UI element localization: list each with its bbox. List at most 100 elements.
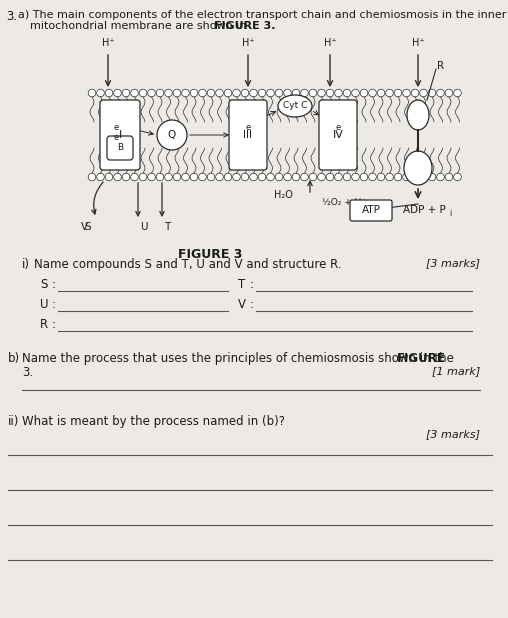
Circle shape bbox=[352, 89, 359, 97]
Text: V: V bbox=[238, 298, 246, 311]
Circle shape bbox=[267, 89, 274, 97]
Circle shape bbox=[360, 173, 368, 181]
Circle shape bbox=[411, 173, 419, 181]
Circle shape bbox=[122, 89, 130, 97]
Text: e: e bbox=[245, 122, 250, 132]
Circle shape bbox=[318, 173, 325, 181]
Circle shape bbox=[275, 173, 283, 181]
FancyBboxPatch shape bbox=[229, 100, 267, 170]
Circle shape bbox=[190, 89, 198, 97]
Text: FIGURE: FIGURE bbox=[397, 352, 446, 365]
Circle shape bbox=[131, 89, 138, 97]
Circle shape bbox=[403, 89, 410, 97]
Circle shape bbox=[207, 173, 215, 181]
Circle shape bbox=[233, 89, 240, 97]
Circle shape bbox=[292, 89, 300, 97]
Circle shape bbox=[343, 173, 351, 181]
Text: :: : bbox=[250, 298, 254, 311]
Text: R: R bbox=[437, 61, 444, 71]
Text: [3 marks]: [3 marks] bbox=[426, 429, 480, 439]
Circle shape bbox=[420, 89, 427, 97]
Text: i: i bbox=[449, 208, 451, 218]
Circle shape bbox=[292, 173, 300, 181]
Circle shape bbox=[224, 173, 232, 181]
Ellipse shape bbox=[404, 151, 432, 185]
Circle shape bbox=[301, 173, 308, 181]
Text: I: I bbox=[118, 130, 121, 140]
Circle shape bbox=[403, 173, 410, 181]
Text: :: : bbox=[52, 318, 56, 331]
Circle shape bbox=[148, 89, 155, 97]
Text: U: U bbox=[140, 222, 147, 232]
Circle shape bbox=[233, 173, 240, 181]
Circle shape bbox=[318, 89, 325, 97]
Text: What is meant by the process named in (b)?: What is meant by the process named in (b… bbox=[22, 415, 285, 428]
Text: H⁺: H⁺ bbox=[242, 38, 255, 48]
Circle shape bbox=[157, 120, 187, 150]
Text: e: e bbox=[113, 122, 119, 132]
Text: T: T bbox=[238, 278, 245, 291]
Text: Name compounds S and T, U and V and structure R.: Name compounds S and T, U and V and stru… bbox=[34, 258, 341, 271]
Circle shape bbox=[114, 173, 121, 181]
Text: H⁺: H⁺ bbox=[102, 38, 114, 48]
Circle shape bbox=[283, 173, 291, 181]
Circle shape bbox=[369, 89, 376, 97]
Text: 3.: 3. bbox=[6, 10, 17, 23]
Circle shape bbox=[122, 173, 130, 181]
Circle shape bbox=[377, 173, 385, 181]
Circle shape bbox=[156, 173, 164, 181]
Circle shape bbox=[250, 173, 257, 181]
Circle shape bbox=[411, 89, 419, 97]
Text: Name the process that uses the principles of chemiosmosis shown in the: Name the process that uses the principle… bbox=[22, 352, 454, 365]
Text: e: e bbox=[113, 132, 119, 142]
Circle shape bbox=[283, 89, 291, 97]
Circle shape bbox=[326, 89, 334, 97]
Circle shape bbox=[454, 89, 461, 97]
FancyBboxPatch shape bbox=[100, 100, 140, 170]
Circle shape bbox=[182, 89, 189, 97]
Circle shape bbox=[377, 89, 385, 97]
Text: FIGURE 3.: FIGURE 3. bbox=[214, 21, 275, 31]
Text: i): i) bbox=[22, 258, 30, 271]
Text: B: B bbox=[117, 143, 123, 153]
Circle shape bbox=[335, 89, 342, 97]
Circle shape bbox=[301, 89, 308, 97]
Text: :: : bbox=[52, 298, 56, 311]
Circle shape bbox=[437, 89, 444, 97]
Circle shape bbox=[224, 89, 232, 97]
Text: H₂O: H₂O bbox=[274, 190, 293, 200]
Circle shape bbox=[216, 89, 224, 97]
Circle shape bbox=[207, 89, 215, 97]
Text: ATP: ATP bbox=[362, 205, 380, 215]
Circle shape bbox=[182, 173, 189, 181]
Circle shape bbox=[173, 173, 181, 181]
Circle shape bbox=[343, 89, 351, 97]
Circle shape bbox=[445, 89, 453, 97]
Circle shape bbox=[114, 89, 121, 97]
Text: e: e bbox=[335, 122, 341, 132]
Circle shape bbox=[241, 89, 249, 97]
Circle shape bbox=[454, 173, 461, 181]
Circle shape bbox=[241, 173, 249, 181]
Text: III: III bbox=[243, 130, 252, 140]
Circle shape bbox=[131, 173, 138, 181]
Circle shape bbox=[199, 173, 206, 181]
Circle shape bbox=[173, 89, 181, 97]
Circle shape bbox=[420, 173, 427, 181]
Circle shape bbox=[428, 173, 436, 181]
Text: mitochondrial membrane are shown in: mitochondrial membrane are shown in bbox=[30, 21, 246, 31]
Ellipse shape bbox=[278, 95, 312, 117]
Text: [1 mark]: [1 mark] bbox=[432, 366, 480, 376]
Circle shape bbox=[216, 173, 224, 181]
Circle shape bbox=[267, 173, 274, 181]
Circle shape bbox=[199, 89, 206, 97]
Circle shape bbox=[190, 173, 198, 181]
Circle shape bbox=[97, 89, 104, 97]
Text: S: S bbox=[40, 278, 47, 291]
Circle shape bbox=[352, 173, 359, 181]
Text: U: U bbox=[40, 298, 48, 311]
Text: T: T bbox=[164, 222, 170, 232]
Circle shape bbox=[428, 89, 436, 97]
Circle shape bbox=[445, 173, 453, 181]
Text: H⁺: H⁺ bbox=[411, 38, 424, 48]
